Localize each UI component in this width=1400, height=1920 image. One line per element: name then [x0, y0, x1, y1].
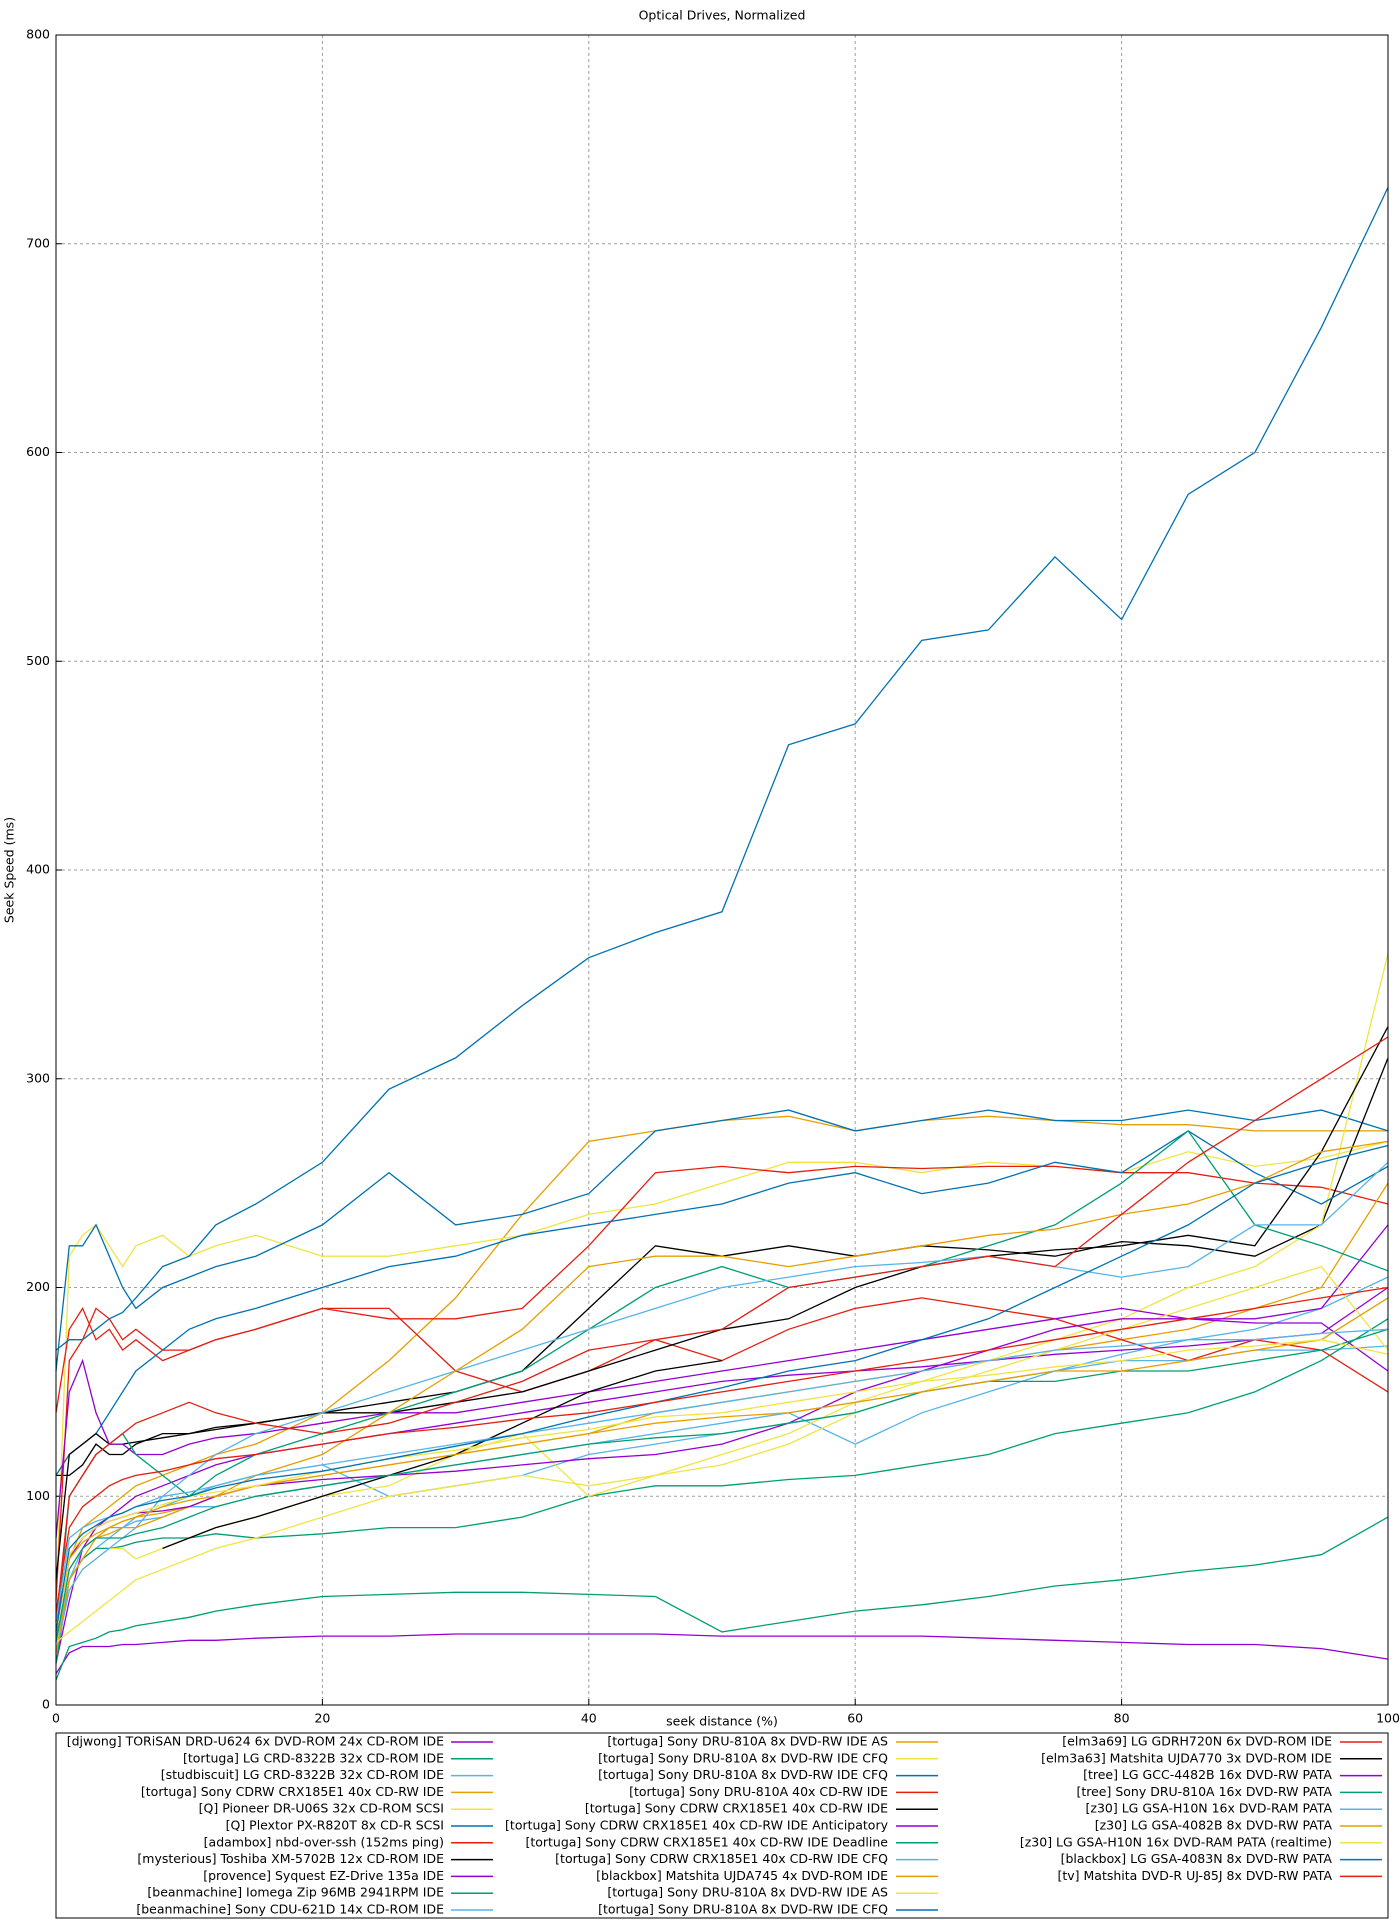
legend-label: [tortuga] Sony CDRW CRX185E1 40x CD-RW I…	[585, 1801, 888, 1816]
series-line	[55, 1140, 1389, 1653]
legend-label: [elm3a69] LG GDRH720N 6x DVD-ROM IDE	[1062, 1734, 1332, 1749]
legend-label: [tortuga] LG CRD-8322B 32x CD-ROM IDE	[183, 1750, 444, 1765]
y-tick-label: 500	[26, 653, 50, 668]
series-line	[55, 1286, 1389, 1664]
y-tick-label: 200	[26, 1279, 50, 1294]
legend-label: [tree] Sony DRU-810A 16x DVD-RW PATA	[1076, 1784, 1332, 1799]
x-tick-label: 0	[52, 1711, 60, 1726]
series-line	[55, 1036, 1389, 1622]
x-tick-label: 20	[314, 1711, 330, 1726]
legend-label: [tortuga] Sony CDRW CRX185E1 40x CD-RW I…	[505, 1818, 889, 1833]
y-axis-label: Seek Speed (ms)	[2, 817, 17, 923]
series-line	[55, 1265, 1389, 1643]
series-line	[55, 1318, 1389, 1622]
x-tick-label: 60	[847, 1711, 863, 1726]
y-tick-label: 400	[26, 862, 50, 877]
series-line	[55, 1297, 1389, 1633]
series-line	[55, 1297, 1389, 1601]
series-line	[55, 1109, 1389, 1372]
x-axis-label: seek distance (%)	[666, 1714, 778, 1729]
series-line	[55, 1345, 1389, 1643]
legend-label: [djwong] TORiSAN DRD-U624 6x DVD-ROM 24x…	[67, 1734, 444, 1749]
chart-title: Optical Drives, Normalized	[639, 8, 806, 23]
legend-label: [blackbox] LG GSA-4083N 8x DVD-RW PATA	[1061, 1851, 1333, 1866]
x-tick-label: 40	[581, 1711, 597, 1726]
series-line	[55, 953, 1389, 1653]
y-tick-label: 0	[42, 1697, 50, 1712]
legend-label: [tortuga] Sony CDRW CRX185E1 40x CD-RW I…	[141, 1784, 444, 1799]
x-tick-label: 100	[1376, 1711, 1400, 1726]
legend-label: [mysterious] Toshiba XM-5702B 12x CD-ROM…	[137, 1851, 444, 1866]
series-line	[55, 1129, 1389, 1643]
legend-label: [z30] LG GSA-4082B 8x DVD-RW PATA	[1095, 1818, 1333, 1833]
series-line	[55, 1318, 1389, 1664]
legend-label: [tortuga] Sony DRU-810A 8x DVD-RW IDE AS	[607, 1885, 888, 1900]
series-line	[55, 1115, 1388, 1622]
y-tick-label: 300	[26, 1070, 50, 1085]
legend-label: [studbiscuit] LG CRD-8322B 32x CD-ROM ID…	[161, 1767, 444, 1782]
legend-label: [adambox] nbd-over-ssh (152ms ping)	[204, 1834, 444, 1849]
y-tick-label: 100	[26, 1488, 50, 1503]
legend-label: [tortuga] Sony DRU-810A 8x DVD-RW IDE CF…	[598, 1767, 888, 1782]
y-tick-label: 600	[26, 444, 50, 459]
legend-label: [tortuga] Sony DRU-810A 8x DVD-RW IDE CF…	[598, 1902, 888, 1917]
series-line	[55, 1516, 1389, 1681]
x-tick-label: 80	[1114, 1711, 1130, 1726]
series-line	[55, 1286, 1389, 1612]
legend-label: [Q] Pioneer DR-U06S 32x CD-ROM SCSI	[199, 1801, 444, 1816]
plot-frame	[55, 34, 1389, 1706]
series-line	[55, 1633, 1389, 1675]
series-line	[55, 1328, 1389, 1622]
series-line	[162, 1359, 723, 1550]
legend-label: [beanmachine] Iomega Zip 96MB 2941RPM ID…	[147, 1885, 444, 1900]
legend-label: [tree] LG GCC-4482B 16x DVD-RW PATA	[1083, 1767, 1332, 1782]
legend-label: [Q] Plextor PX-R820T 8x CD-R SCSI	[226, 1818, 444, 1833]
series-line	[55, 1224, 1389, 1539]
series-line	[55, 187, 1389, 1351]
legend-label: [z30] LG GSA-H10N 16x DVD-RAM PATA (real…	[1020, 1834, 1332, 1849]
legend-label: [tortuga] Sony DRU-810A 8x DVD-RW IDE CF…	[598, 1750, 888, 1765]
legend-label: [elm3a63] Matshita UJDA770 3x DVD-ROM ID…	[1041, 1750, 1332, 1765]
legend-label: [tortuga] Sony DRU-810A 8x DVD-RW IDE AS	[607, 1734, 888, 1749]
legend-label: [blackbox] Matshita UJDA745 4x DVD-ROM I…	[596, 1868, 888, 1883]
y-tick-label: 700	[26, 235, 50, 250]
legend-label: [tortuga] Sony DRU-810A 40x CD-RW IDE	[629, 1784, 888, 1799]
legend-label: [z30] LG GSA-H10N 16x DVD-RAM PATA	[1086, 1801, 1333, 1816]
series-line	[55, 1328, 1389, 1643]
series-line	[55, 1165, 1389, 1413]
legend-label: [tv] Matshita DVD-R UJ-85J 8x DVD-RW PAT…	[1058, 1868, 1333, 1883]
legend-box	[55, 1732, 1389, 1919]
legend-label: [beanmachine] Sony CDU-621D 14x CD-ROM I…	[136, 1902, 444, 1917]
legend-label: [provence] Syquest EZ-Drive 135a IDE	[203, 1868, 444, 1883]
series-line	[55, 1339, 1389, 1633]
series-line	[55, 1130, 1389, 1476]
legend-label: [tortuga] Sony CDRW CRX185E1 40x CD-RW I…	[555, 1851, 888, 1866]
series-line	[55, 1144, 1389, 1633]
legend-label: [tortuga] Sony CDRW CRX185E1 40x CD-RW I…	[525, 1834, 888, 1849]
y-tick-label: 800	[26, 27, 50, 42]
